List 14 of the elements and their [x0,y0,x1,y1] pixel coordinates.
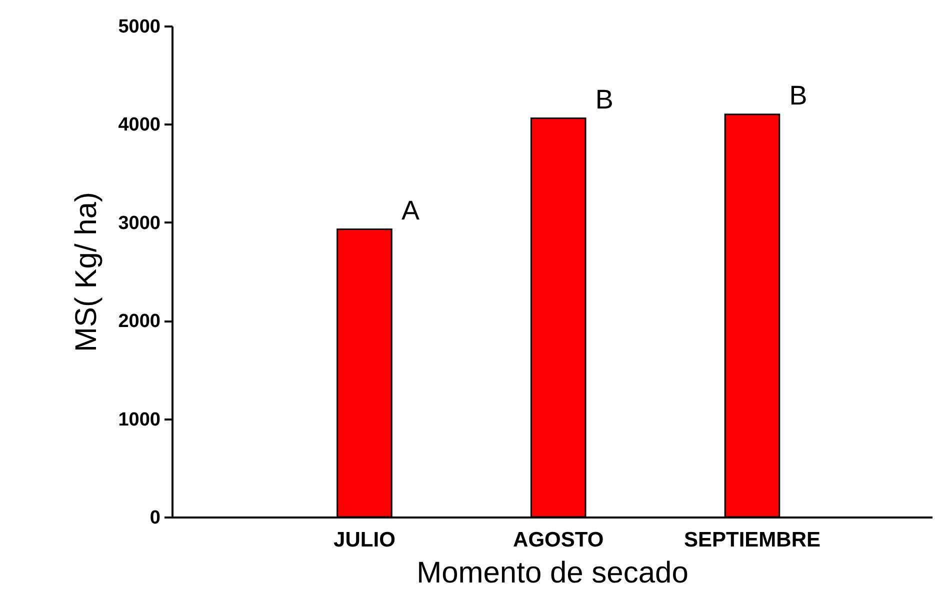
y-tick-label: 4000 [118,114,160,136]
y-axis-title: MS( Kg/ ha) [70,192,104,352]
x-tick-label: AGOSTO [513,528,604,552]
annotation: B [595,84,614,114]
x-tick-label: JULIO [334,528,396,552]
y-tick-label: 3000 [118,212,160,234]
y-tick-label: 0 [150,508,160,528]
annotation: A [401,195,420,226]
y-tick-label: 1000 [118,409,160,430]
y-tick-label: 5000 [118,16,160,38]
y-tick-label: 2000 [118,311,160,332]
annotation: B [789,80,808,110]
x-axis-title: Momento de secado [416,556,688,590]
x-tick-label: SEPTIEMBRE [684,528,820,552]
